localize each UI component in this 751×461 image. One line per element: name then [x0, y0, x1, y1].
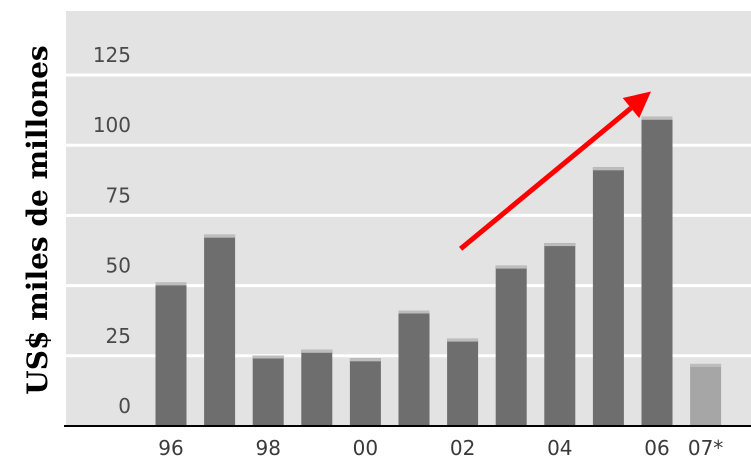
arrow-shaft: [459, 106, 633, 251]
bar-97: [204, 234, 236, 426]
bar-top-highlight: [690, 363, 722, 367]
bar-top-highlight: [349, 358, 381, 362]
bars: [155, 116, 722, 427]
bar-top-highlight: [301, 349, 333, 353]
y-tick-label: 75: [106, 183, 131, 207]
y-tick-label: 125: [93, 43, 131, 67]
bar-02: [447, 338, 479, 426]
bar-01: [398, 310, 430, 426]
bar-99: [301, 349, 333, 426]
y-tick-label: 25: [106, 324, 131, 348]
x-tick-label: 98: [255, 436, 280, 460]
bar-top-highlight: [495, 265, 527, 269]
x-tick-label: 96: [158, 436, 183, 460]
y-axis-label: US$ miles de millones: [21, 45, 54, 394]
bar-03: [495, 265, 527, 426]
bar-top-highlight: [641, 116, 673, 120]
bar-05: [592, 167, 624, 427]
x-tick-labels: 96 98 00 02 04 06 07*: [158, 436, 723, 460]
arrow-head: [622, 91, 651, 119]
bar-top-highlight: [204, 234, 236, 238]
bar-top-highlight: [398, 310, 430, 314]
bar-top-highlight: [252, 355, 284, 359]
y-tick-label: 0: [118, 394, 131, 418]
bar-top-highlight: [592, 167, 624, 171]
x-tick-label: 02: [450, 436, 475, 460]
x-tick-label: 00: [353, 436, 378, 460]
y-tick-labels: 0 25 50 75 100 125: [93, 43, 131, 418]
bar-07-est: [690, 363, 722, 426]
bar-04: [544, 243, 576, 426]
x-tick-label: 06: [644, 436, 669, 460]
bar-96: [155, 282, 187, 426]
x-tick-label: 04: [547, 436, 572, 460]
y-tick-label: 100: [93, 113, 131, 137]
y-tick-label: 50: [106, 254, 131, 278]
bar-top-highlight: [544, 243, 576, 247]
trend-arrow: [459, 91, 651, 251]
bar-06: [641, 116, 673, 427]
bar-00: [349, 358, 381, 426]
bar-top-highlight: [447, 338, 479, 342]
bar-98: [252, 355, 284, 426]
bar-top-highlight: [155, 282, 187, 286]
x-tick-label: 07*: [688, 436, 723, 460]
